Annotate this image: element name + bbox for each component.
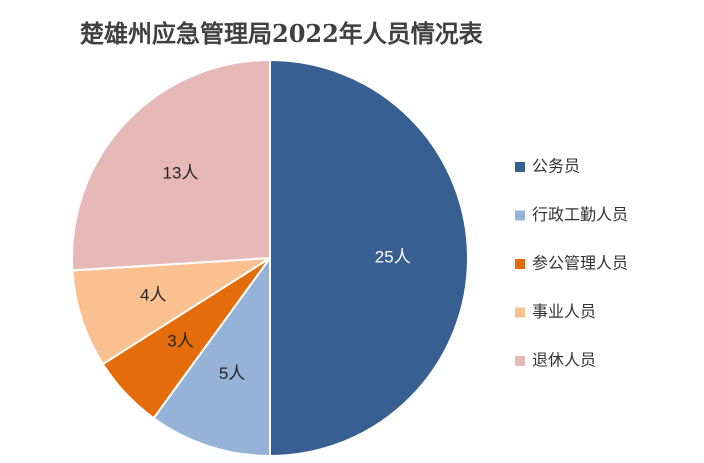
legend-label: 参公管理人员 (532, 254, 628, 273)
chart-title: 楚雄州应急管理局2022年人员情况表 (80, 19, 484, 48)
legend-swatch (515, 307, 525, 318)
data-label: 13人 (163, 163, 199, 182)
data-label: 3人 (167, 332, 193, 351)
pie-slice (152, 254, 271, 458)
legend-label: 事业人员 (532, 302, 596, 321)
legend-swatch (515, 356, 525, 366)
pie-slice (71, 257, 271, 366)
pie-slice (71, 58, 271, 272)
data-label: 25人 (375, 247, 411, 266)
pie-slice (269, 58, 469, 458)
legend-swatch (515, 210, 525, 221)
legend-swatch (515, 162, 525, 172)
legend-label: 退休人员 (532, 351, 596, 370)
data-label: 4人 (140, 285, 166, 304)
legend-label: 公务员 (532, 157, 580, 176)
legend-label: 行政工勤人员 (532, 205, 628, 224)
legend-swatch (515, 259, 525, 269)
data-label: 5人 (219, 364, 245, 383)
